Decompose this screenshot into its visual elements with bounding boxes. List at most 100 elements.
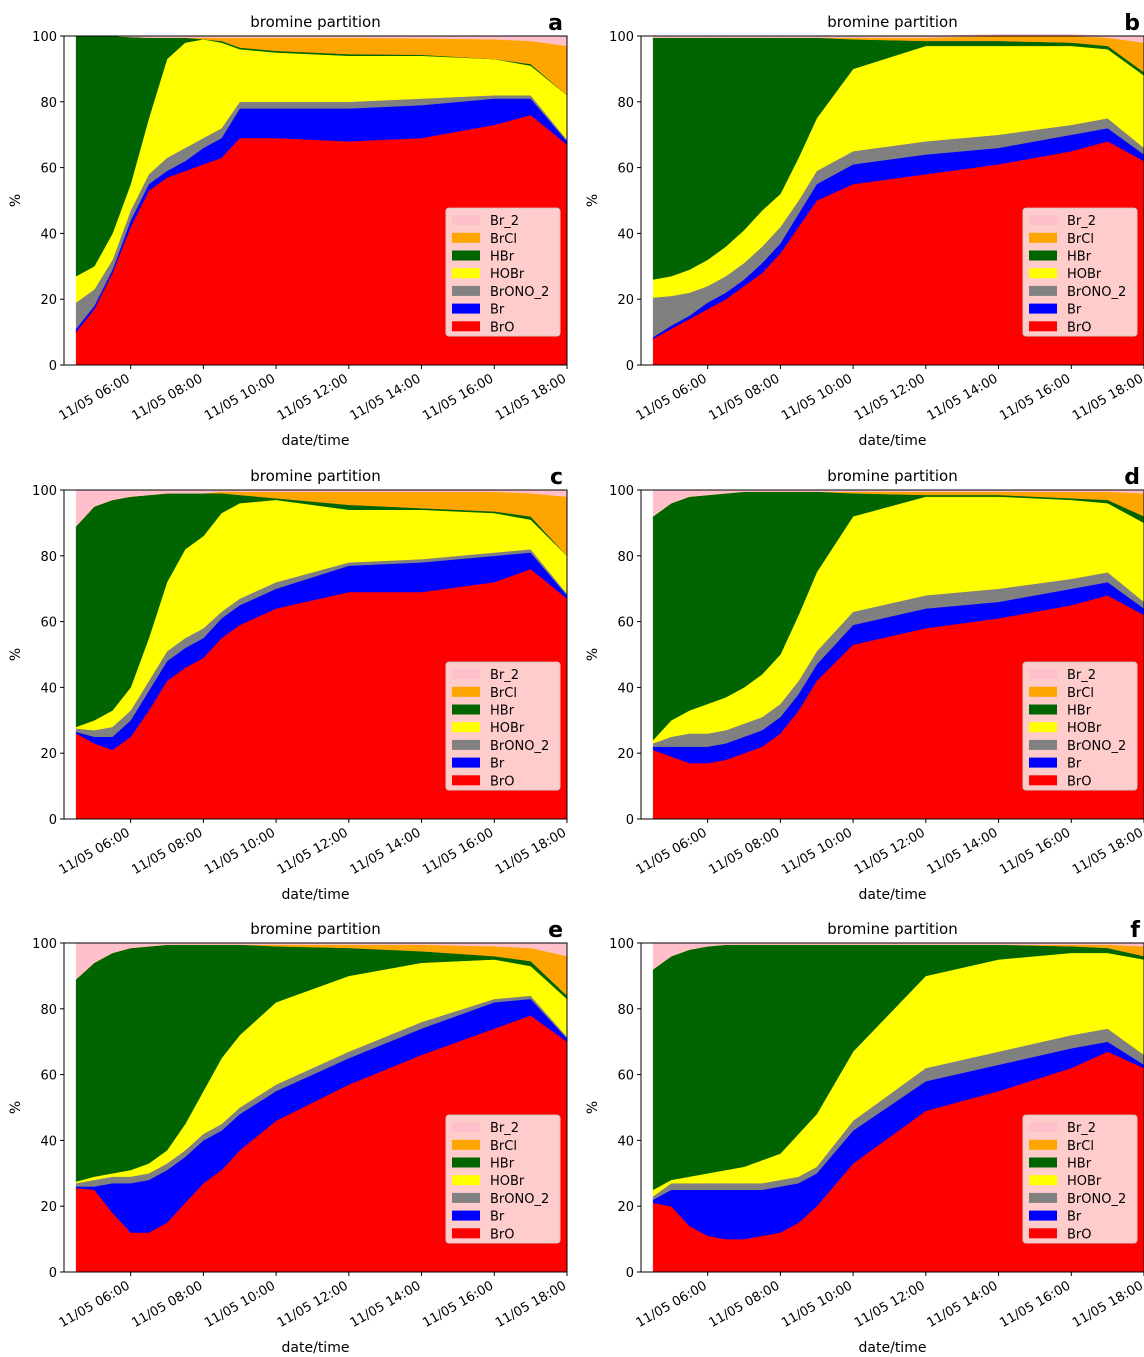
legend-label: BrCl	[1067, 232, 1094, 247]
legend-label: BrCl	[490, 686, 517, 701]
legend-swatch	[1029, 321, 1057, 332]
x-tick-label: 11/05 14:00	[925, 371, 1001, 424]
y-tick-label: 20	[40, 293, 57, 308]
plot-frame	[63, 942, 568, 1273]
x-tick-label: 11/05 18:00	[493, 371, 569, 424]
legend-swatch	[452, 739, 480, 750]
legend-swatch	[1029, 303, 1057, 314]
legend-swatch	[452, 321, 480, 332]
legend-label: Br	[1067, 1210, 1082, 1225]
legend-swatch	[452, 1210, 480, 1221]
legend-swatch	[452, 669, 480, 680]
x-tick-label: 11/05 16:00	[420, 825, 496, 878]
legend-swatch	[1029, 250, 1057, 261]
legend-label: Br_2	[1067, 668, 1096, 683]
legend-label: HOBr	[1067, 1174, 1102, 1189]
y-tick-label: 100	[609, 30, 634, 45]
chart-title: bromine partition	[250, 13, 380, 31]
legend-swatch	[452, 232, 480, 243]
legend-label: HOBr	[490, 1174, 525, 1189]
x-tick-label: 11/05 10:00	[779, 825, 855, 878]
panel-label: c	[550, 465, 563, 490]
legend-swatch	[1029, 1192, 1057, 1203]
legend-label: HBr	[1067, 704, 1092, 719]
legend-label: HOBr	[490, 721, 525, 736]
legend-label: HBr	[490, 704, 515, 719]
legend-swatch	[452, 1175, 480, 1186]
x-tick-label: 11/05 12:00	[852, 1278, 928, 1331]
y-tick-label: 100	[609, 937, 634, 952]
x-tick-label: 11/05 14:00	[348, 825, 424, 878]
x-tick-label: 11/05 16:00	[997, 371, 1073, 424]
y-tick-label: 40	[617, 1134, 634, 1149]
x-tick-label: 11/05 12:00	[275, 1278, 351, 1331]
legend-label: HOBr	[1067, 721, 1102, 736]
x-tick-label: 11/05 12:00	[852, 371, 928, 424]
legend-label: BrO	[490, 320, 515, 335]
legend-swatch	[1029, 285, 1057, 296]
legend-swatch	[1029, 1122, 1057, 1133]
y-axis-label: %	[8, 1101, 24, 1114]
panel-label: f	[1130, 918, 1140, 943]
x-tick-label: 11/05 10:00	[202, 1278, 278, 1331]
legend: Br_2 BrCl HBr HOBr BrONO_2 Br BrO	[1022, 1114, 1138, 1244]
legend-swatch	[1029, 669, 1057, 680]
x-tick-label: 11/05 10:00	[779, 371, 855, 424]
legend-label: BrONO_2	[1067, 739, 1126, 754]
legend-label: HBr	[1067, 1157, 1092, 1172]
y-tick-label: 40	[40, 681, 57, 696]
legend-label: HBr	[490, 1157, 515, 1172]
legend-swatch	[452, 268, 480, 279]
x-tick-label: 11/05 18:00	[493, 825, 569, 878]
y-tick-label: 40	[617, 681, 634, 696]
x-tick-label: 11/05 14:00	[348, 1278, 424, 1331]
legend-label: Br_2	[490, 668, 519, 683]
legend-label: BrCl	[490, 1139, 517, 1154]
y-tick-label: 60	[40, 616, 57, 631]
legend-label: BrO	[490, 774, 515, 789]
legend-swatch	[452, 1228, 480, 1239]
x-tick-label: 11/05 14:00	[925, 1278, 1001, 1331]
x-tick-label: 11/05 06:00	[634, 1278, 710, 1331]
x-tick-label: 11/05 08:00	[129, 371, 205, 424]
y-tick-label: 20	[617, 1200, 634, 1215]
y-tick-label: 60	[617, 616, 634, 631]
legend-swatch	[1029, 757, 1057, 768]
legend-swatch	[452, 1192, 480, 1203]
y-tick-label: 20	[617, 293, 634, 308]
legend-swatch	[1029, 1228, 1057, 1239]
legend-label: Br_2	[1067, 214, 1096, 229]
x-tick-label: 11/05 06:00	[57, 371, 133, 424]
legend-label: BrCl	[1067, 1139, 1094, 1154]
legend-label: Br_2	[490, 1121, 519, 1136]
legend-label: Br	[490, 303, 505, 318]
legend-label: Br	[1067, 303, 1082, 318]
x-tick-label: 11/05 12:00	[852, 825, 928, 878]
legend-swatch	[1029, 1210, 1057, 1221]
legend: Br_2 BrCl HBr HOBr BrONO_2 Br BrO	[445, 661, 561, 791]
x-tick-label: 11/05 08:00	[129, 825, 205, 878]
legend-swatch	[452, 285, 480, 296]
y-tick-label: 80	[40, 1003, 57, 1018]
y-tick-label: 40	[40, 1134, 57, 1149]
x-tick-label: 11/05 12:00	[275, 371, 351, 424]
panel-label: b	[1124, 11, 1140, 36]
plot-frame	[63, 489, 568, 820]
legend-label: Br_2	[1067, 1121, 1096, 1136]
x-tick-label: 11/05 14:00	[925, 825, 1001, 878]
legend-swatch	[1029, 1157, 1057, 1168]
legend-swatch	[1029, 215, 1057, 226]
y-tick-label: 80	[617, 96, 634, 111]
y-tick-label: 40	[40, 227, 57, 242]
y-tick-label: 60	[617, 162, 634, 177]
y-tick-label: 0	[626, 1266, 634, 1281]
x-axis-label: date/time	[859, 433, 927, 449]
x-axis-label: date/time	[859, 1340, 927, 1356]
y-tick-label: 100	[32, 484, 57, 499]
y-tick-label: 80	[617, 550, 634, 565]
plot-frame	[63, 35, 568, 366]
legend-label: BrONO_2	[490, 285, 549, 300]
chart-title: bromine partition	[250, 467, 380, 485]
